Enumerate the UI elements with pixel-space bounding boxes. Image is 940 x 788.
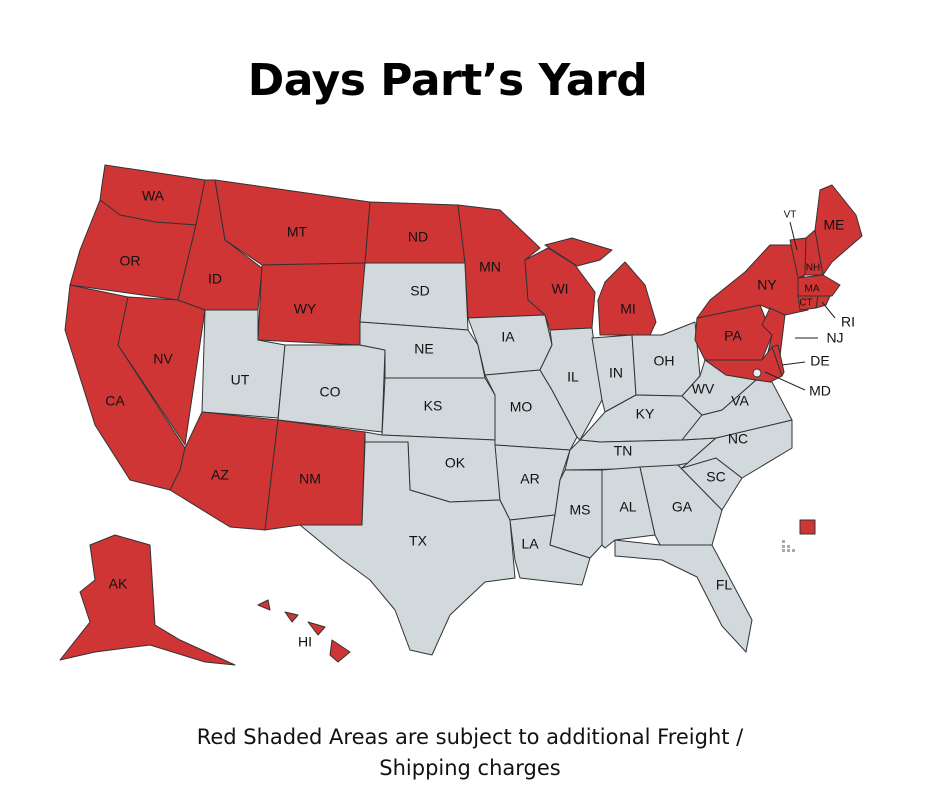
state-fl[interactable] (614, 539, 753, 653)
state-label-ar: AR (520, 471, 539, 487)
leader-line (789, 221, 798, 251)
state-shape[interactable] (815, 295, 831, 309)
island-dot (792, 549, 795, 552)
state-ak[interactable] (59, 534, 236, 666)
map-title: Days Part’s Yard (247, 55, 648, 106)
state-label-ny: NY (757, 277, 777, 293)
leader-line (781, 361, 806, 366)
state-label-mi: MI (620, 301, 636, 317)
state-me[interactable] (814, 184, 863, 276)
state-label-va: VA (731, 393, 749, 409)
state-label-ms: MS (570, 502, 591, 518)
state-shape[interactable] (797, 274, 841, 297)
state-label-nm: NM (299, 471, 321, 487)
state-label-ga: GA (672, 499, 693, 515)
state-label-nh: NH (806, 263, 820, 274)
state-label-tx: TX (409, 533, 428, 549)
state-md[interactable] (704, 346, 783, 383)
state-ny[interactable] (696, 244, 809, 319)
state-label-wy: WY (294, 301, 317, 317)
state-shape[interactable] (307, 621, 326, 636)
state-label-wi: WI (551, 281, 568, 297)
island-dot (787, 545, 790, 548)
state-label-ia: IA (501, 329, 515, 345)
state-shape[interactable] (329, 639, 351, 663)
state-label-nd: ND (408, 229, 428, 245)
state-shape[interactable] (257, 599, 271, 611)
state-label-ma: MA (805, 284, 820, 295)
state-shape[interactable] (597, 261, 657, 336)
state-label-ne: NE (414, 341, 433, 357)
state-label-oh: OH (654, 353, 675, 369)
state-ma[interactable] (797, 274, 841, 297)
state-ms[interactable] (549, 469, 603, 559)
state-shape[interactable] (277, 344, 386, 433)
state-shape[interactable] (299, 441, 516, 656)
state-shape[interactable] (117, 296, 206, 446)
state-label-co: CO (320, 384, 341, 400)
island-dot (782, 540, 785, 543)
state-label-id: ID (208, 271, 222, 287)
state-shape[interactable] (544, 237, 613, 267)
state-label-nj: NJ (826, 330, 843, 346)
caption-line-2: Shipping charges (379, 756, 561, 780)
state-label-il: IL (567, 369, 579, 385)
state-label-wa: WA (142, 188, 165, 204)
state-label-wv: WV (692, 381, 715, 397)
state-label-ak: AK (109, 576, 128, 592)
state-nv[interactable] (117, 296, 206, 446)
state-hi[interactable] (257, 599, 351, 663)
state-shape[interactable] (614, 539, 753, 653)
dc-marker (752, 368, 762, 378)
state-label-tn: TN (614, 443, 633, 459)
state-ri[interactable] (815, 295, 831, 309)
state-co[interactable] (277, 344, 386, 433)
state-shape[interactable] (59, 534, 236, 666)
state-label-md: MD (809, 383, 831, 399)
state-label-hi: HI (298, 634, 312, 650)
state-label-sd: SD (410, 283, 429, 299)
state-label-in: IN (609, 365, 623, 381)
state-label-ri: RI (841, 314, 855, 330)
state-label-la: LA (521, 536, 539, 552)
state-label-mo: MO (510, 399, 533, 415)
state-label-ok: OK (445, 455, 466, 471)
state-label-sc: SC (706, 469, 725, 485)
state-label-mt: MT (287, 224, 308, 240)
state-label-ut: UT (231, 372, 250, 388)
state-shape[interactable] (696, 244, 809, 319)
state-label-ct: CT (799, 298, 812, 309)
island-dot (787, 549, 790, 552)
state-shape[interactable] (284, 611, 299, 623)
state-shape[interactable] (799, 519, 816, 535)
state-tx[interactable] (299, 441, 516, 656)
state-label-nc: NC (728, 431, 748, 447)
map-caption: Red Shaded Areas are subject to addition… (0, 722, 940, 784)
state-label-ky: KY (636, 406, 655, 422)
state-label-fl: FL (716, 577, 733, 593)
state-label-nv: NV (153, 351, 173, 367)
state-label-vt: VT (784, 210, 797, 221)
state-label-or: OR (120, 253, 141, 269)
island-dot (782, 545, 785, 548)
island-dot (782, 549, 785, 552)
state-label-pa: PA (724, 328, 742, 344)
state-label-ca: CA (105, 393, 125, 409)
state-label-al: AL (619, 499, 636, 515)
state-pr[interactable] (799, 519, 816, 535)
state-label-de: DE (810, 353, 829, 369)
state-label-mn: MN (479, 259, 501, 275)
state-label-ks: KS (424, 398, 443, 414)
state-shape[interactable] (704, 346, 783, 383)
state-shape[interactable] (814, 184, 863, 276)
caption-line-1: Red Shaded Areas are subject to addition… (196, 725, 744, 749)
state-shape[interactable] (549, 469, 603, 559)
leader-line (821, 301, 836, 319)
leader-line (764, 371, 806, 391)
state-mi[interactable] (544, 237, 657, 336)
state-label-me: ME (824, 217, 845, 233)
state-label-az: AZ (211, 467, 229, 483)
